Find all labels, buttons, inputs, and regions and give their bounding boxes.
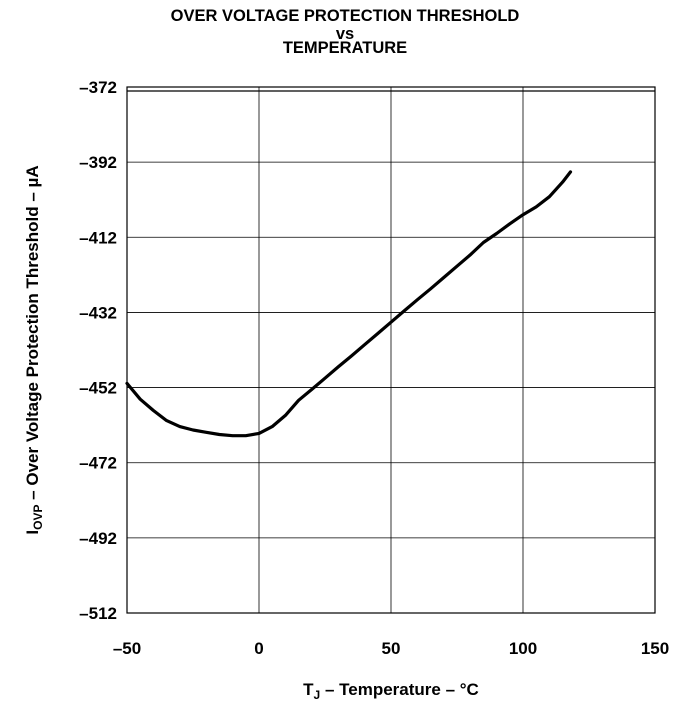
grid: [126, 86, 656, 614]
y-tick-label: –472: [79, 454, 117, 473]
x-axis-label-main: T: [303, 680, 314, 699]
x-tick-label: –50: [113, 639, 141, 658]
y-axis-label-rest: – Over Voltage Protection Threshold – µA: [23, 165, 42, 504]
plot-frame: [126, 86, 656, 614]
x-axis-label-rest: – Temperature – °C: [320, 680, 479, 699]
y-tick-label: –492: [79, 529, 117, 548]
y-tick-label: –392: [79, 153, 117, 172]
x-tick-label: 50: [382, 639, 401, 658]
y-tick-label: –452: [79, 379, 117, 398]
x-tick-label: 150: [641, 639, 669, 658]
chart-title-line-1: OVER VOLTAGE PROTECTION THRESHOLD: [170, 7, 520, 25]
x-tick-label: 100: [509, 639, 537, 658]
x-axis-label: TJ – Temperature – °C: [303, 680, 479, 702]
x-tick-label: 0: [254, 639, 263, 658]
chart-title-line-2: vs: [335, 25, 355, 43]
y-tick-label: –412: [79, 228, 117, 247]
y-tick-label: –512: [79, 604, 117, 623]
series-line: [125, 170, 573, 438]
y-tick-label: –372: [79, 78, 117, 97]
y-axis-label: IOVP – Over Voltage Protection Threshold…: [23, 165, 45, 534]
y-axis-label-main: I: [23, 530, 42, 535]
chart-title-line-3: TEMPERATURE: [282, 39, 408, 57]
series-lines: [125, 170, 573, 438]
y-tick-labels: –372 –392 –412 –432 –452 –472 –492 –512: [79, 78, 117, 623]
y-tick-label: –432: [79, 303, 117, 322]
x-tick-labels: –50 0 50 100 150: [113, 639, 669, 658]
y-axis-label-subscript: OVP: [31, 505, 45, 530]
x-axis-label-subscript: J: [314, 688, 321, 702]
